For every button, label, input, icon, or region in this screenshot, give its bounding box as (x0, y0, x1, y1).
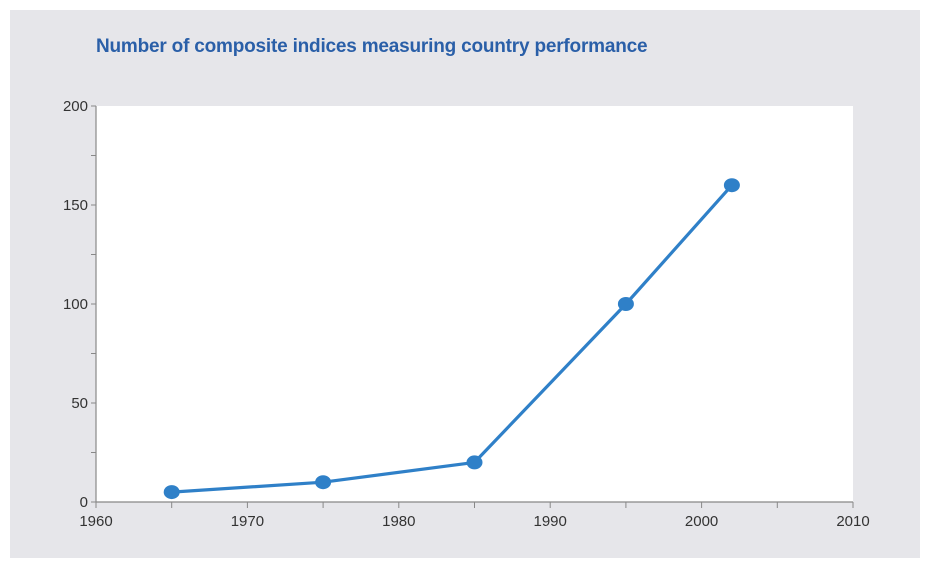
plot-area (96, 106, 853, 502)
data-point (466, 455, 483, 470)
data-point (315, 475, 332, 490)
series-layer (163, 178, 740, 500)
x-tick-label: 1960 (79, 513, 112, 530)
data-point (723, 178, 740, 193)
x-tick-label: 1970 (231, 513, 264, 530)
data-point (617, 297, 634, 311)
y-tick-label: 0 (80, 494, 88, 511)
y-tick-label: 200 (63, 98, 88, 115)
y-tick-label: 150 (63, 197, 88, 214)
x-tick-label: 1990 (534, 513, 567, 530)
y-tick-label: 50 (71, 395, 88, 412)
data-point (163, 485, 180, 500)
x-tick-label: 1980 (382, 513, 415, 530)
axes: 0 50 100 150 200 1960 1970 1980 1990 2000 2010 (63, 98, 870, 530)
x-tick-label: 2000 (685, 513, 718, 530)
x-tick-label: 2010 (836, 513, 869, 530)
y-tick-label: 100 (63, 296, 88, 313)
chart-title: Number of composite indices measuring co… (96, 36, 648, 57)
